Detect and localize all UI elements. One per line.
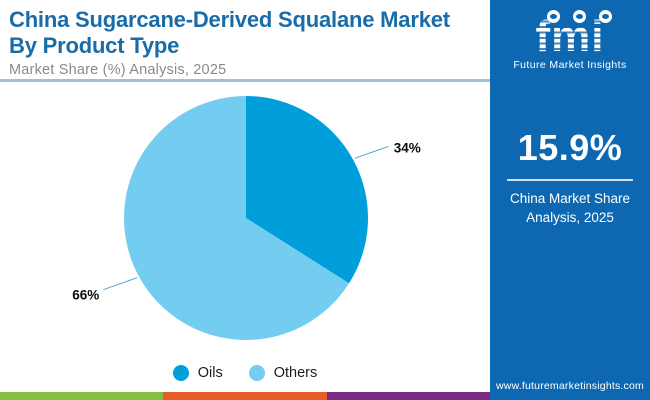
stat-block: 15.9% China Market Share Analysis, 2025: [490, 127, 650, 228]
footer-bar-segment-orange: [163, 392, 327, 400]
header: China Sugarcane-Derived Squalane Market …: [0, 0, 490, 78]
logo-caption: Future Market Insights: [513, 59, 627, 72]
leader-line-oils: [354, 145, 389, 159]
pie-chart-area: 34% 66%: [0, 80, 490, 362]
footer-bar-segment-green: [0, 392, 164, 400]
website-url: www.futuremarketinsights.com: [496, 380, 644, 392]
logo-earth-icon: [598, 10, 612, 23]
pie-chart: 34% 66%: [72, 96, 421, 340]
chart-legend: Oils Others: [0, 358, 490, 388]
page-title-line2: By Product Type: [9, 32, 180, 58]
page-title-line1: China Sugarcane-Derived Squalane Market: [9, 7, 450, 32]
pie-data-label-oils: 34%: [394, 140, 421, 155]
page-title: China Sugarcane-Derived Squalane Market …: [9, 7, 480, 59]
legend-label-others: Others: [273, 365, 318, 381]
page-subtitle: Market Share (%) Analysis, 2025: [9, 61, 227, 78]
pie-slice-others: [124, 96, 349, 340]
legend-marker-others: [248, 365, 265, 381]
logo-wordmark: fmi: [490, 14, 650, 59]
leader-line-others: [103, 277, 138, 291]
pie-data-label-others: 66%: [72, 288, 99, 303]
legend-marker-oils: [172, 365, 189, 381]
legend-item-others: Others: [248, 365, 318, 381]
logo-icons: [508, 10, 650, 23]
logo-globe-icon: [572, 10, 586, 23]
pie-slice-oils: [246, 96, 369, 284]
logo-map-icon: [546, 10, 560, 23]
stat-caption: China Market Share Analysis, 2025: [509, 191, 631, 226]
stat-value: 15.9%: [517, 127, 623, 169]
footer-color-bar: [0, 392, 490, 400]
stat-divider: [507, 179, 633, 182]
legend-item-oils: Oils: [172, 365, 223, 381]
fmi-logo: fmi Future Market Insights: [490, 10, 650, 71]
chart-panel: China Sugarcane-Derived Squalane Market …: [0, 0, 490, 400]
footer-bar-segment-purple: [326, 392, 490, 400]
legend-label-oils: Oils: [197, 365, 223, 381]
header-divider: [0, 79, 490, 82]
brand-sidebar: fmi Future Market Insights 15.9% China M…: [490, 0, 650, 400]
